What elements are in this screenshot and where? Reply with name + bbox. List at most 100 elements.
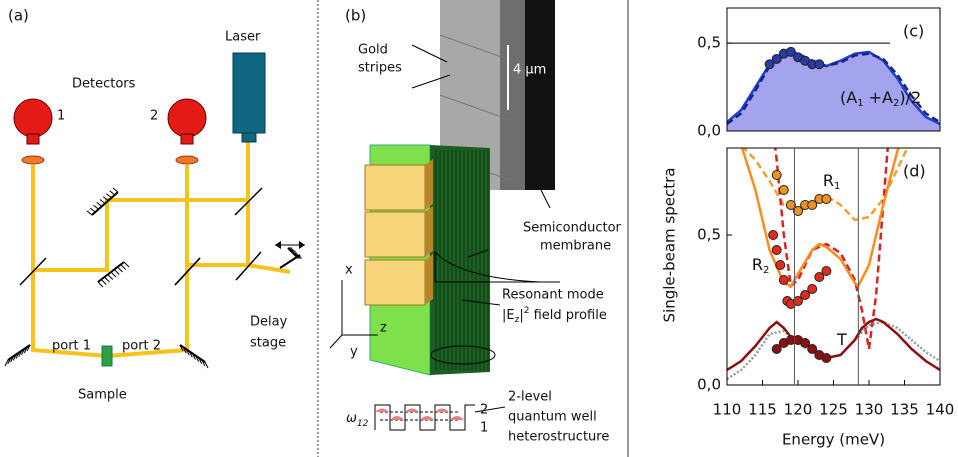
- detector: [14, 99, 52, 137]
- annotation: R2: [752, 255, 770, 277]
- panel-label: (a): [8, 7, 29, 25]
- label: 1: [57, 109, 65, 124]
- label: port 1: [52, 339, 91, 354]
- label: Resonant mode: [502, 288, 604, 303]
- marker: [815, 60, 824, 69]
- mirror-hatch: [110, 191, 115, 195]
- gold-stripe-side: [425, 159, 433, 305]
- panel-a: (a) Laser Detectors 1 2 port 1 port 2 Sa…: [8, 7, 305, 403]
- detector: [181, 134, 193, 144]
- panel-b: (b) Gold stripes 4 µm Semiconductor memb…: [330, 0, 622, 445]
- text: |E: [502, 308, 515, 323]
- annotation-part: 1: [834, 181, 840, 192]
- annotation: R1: [823, 171, 841, 193]
- annotation-part: T: [836, 330, 847, 349]
- panel-label: (b): [345, 7, 366, 25]
- gold-stripe: [365, 165, 425, 305]
- label: |Ez|2 field profile: [502, 306, 607, 325]
- beam: [33, 140, 290, 272]
- annotation-part: )/2: [899, 88, 921, 107]
- mirror-hatch: [111, 272, 116, 277]
- label: Detectors: [72, 77, 136, 92]
- lens: [22, 156, 44, 164]
- y-tick-label: 0,5: [697, 34, 721, 52]
- label: membrane: [540, 239, 611, 254]
- y-axis-label: Single-beam spectra: [661, 168, 679, 323]
- annotation: (A1 +A2)/2: [840, 88, 921, 110]
- label: 1: [480, 421, 488, 436]
- detector: [27, 134, 39, 144]
- annotation-part: 2: [763, 265, 769, 276]
- plot: [727, 100, 940, 379]
- annotation-part: R: [823, 171, 834, 190]
- text: field profile: [529, 308, 606, 323]
- sem-image: [500, 0, 525, 190]
- beam: [33, 165, 187, 356]
- marker: [776, 261, 785, 270]
- mirror-hatch: [114, 270, 119, 275]
- x-tick-label: 115: [748, 401, 777, 419]
- label: heterostructure: [508, 430, 609, 445]
- marker: [779, 186, 788, 195]
- mirror-hatch: [113, 188, 118, 192]
- x-tick-label: 135: [890, 401, 919, 419]
- annotation-part: (A: [840, 88, 857, 107]
- annotation-part: +A: [864, 88, 893, 107]
- label: 4 µm: [513, 63, 546, 78]
- laser-head: [242, 133, 256, 142]
- y-tick-label: 0,5: [697, 226, 721, 244]
- marker: [772, 246, 781, 255]
- mirror-hatch: [108, 275, 113, 280]
- label: stripes: [358, 61, 402, 76]
- marker: [808, 285, 817, 294]
- marker: [769, 231, 778, 240]
- text: ω: [346, 411, 357, 426]
- marker: [822, 267, 831, 276]
- mirror-hatch: [121, 265, 126, 270]
- label: quantum well: [508, 410, 597, 425]
- label: port 2: [122, 339, 161, 354]
- mirror-hatch: [105, 277, 110, 282]
- line: [727, 322, 940, 379]
- label: stage: [250, 336, 286, 351]
- x-tick-label: 130: [855, 401, 884, 419]
- mirror-hatch: [124, 262, 129, 267]
- x-axis-label: Energy (meV): [782, 431, 885, 449]
- label: Laser: [225, 30, 261, 45]
- marker: [779, 276, 788, 285]
- mirror-hatch: [107, 194, 112, 198]
- marker: [772, 171, 781, 180]
- mirror-hatch: [5, 360, 8, 366]
- x-tick-label: 140: [926, 401, 955, 419]
- label: y: [350, 345, 358, 360]
- mirror-hatch: [94, 205, 99, 209]
- label: 2-level: [508, 390, 552, 405]
- detector: [168, 99, 206, 137]
- label: ω12: [346, 411, 369, 429]
- figure: (a) Laser Detectors 1 2 port 1 port 2 Sa…: [0, 0, 958, 457]
- mirror-hatch: [101, 280, 106, 285]
- mirror-hatch: [98, 282, 103, 287]
- marker: [822, 195, 831, 204]
- panel-label: (d): [903, 162, 926, 181]
- x-tick-label: 120: [784, 401, 813, 419]
- label: z: [380, 321, 387, 336]
- laser: [233, 53, 265, 133]
- panel-label: (c): [903, 22, 924, 41]
- label: x: [345, 263, 353, 278]
- label: 2: [480, 403, 488, 418]
- label: 2: [150, 109, 158, 124]
- lens: [176, 156, 198, 164]
- mirror-hatch: [87, 211, 92, 215]
- x-tick-label: 125: [819, 401, 848, 419]
- mirror-hatch: [90, 208, 95, 212]
- annotation-part: R: [752, 255, 763, 274]
- y-tick-label: 0,0: [697, 376, 721, 394]
- text: 12: [357, 419, 369, 429]
- line: [727, 319, 940, 370]
- sample: [102, 346, 112, 366]
- sem-image: [525, 0, 555, 190]
- label: Sample: [78, 388, 127, 403]
- label: Semiconductor: [523, 221, 622, 236]
- annotation: T: [836, 330, 847, 349]
